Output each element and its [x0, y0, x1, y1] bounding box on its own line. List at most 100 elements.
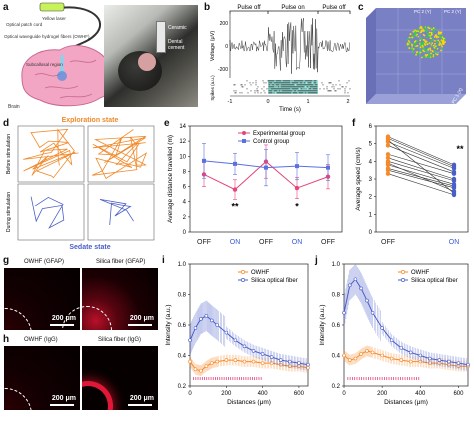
- cluster-point: [428, 31, 431, 34]
- spike-raster: [233, 80, 351, 94]
- data-point: [233, 358, 238, 362]
- cluster-point: [412, 30, 415, 33]
- ytick-label: 0.2: [178, 384, 187, 390]
- panel-a: Yellow laser Optical patch cord Optical …: [0, 0, 200, 115]
- off-point: [385, 155, 391, 160]
- ytick-label: 10: [179, 154, 186, 160]
- cluster-points: [406, 25, 447, 59]
- cluster-point: [431, 50, 434, 52]
- xlabel-time: Time (s): [279, 107, 301, 113]
- cluster-point: [423, 48, 426, 51]
- cluster-point: [436, 41, 439, 43]
- cluster-point: [419, 51, 422, 54]
- cluster-point: [436, 47, 439, 50]
- panel-label-j: j: [315, 255, 318, 266]
- cluster-point: [434, 34, 437, 37]
- ytick-label: 4: [183, 200, 187, 206]
- on-point: [451, 185, 457, 191]
- cluster-point: [434, 39, 436, 42]
- data-point: [224, 358, 229, 362]
- cluster-point: [430, 45, 433, 48]
- cluster-point: [417, 52, 420, 54]
- ytick-label: 0.4: [332, 354, 341, 360]
- data-point: [242, 344, 247, 349]
- implant-post: [156, 21, 166, 53]
- xtick-label: 200: [221, 391, 232, 397]
- panel-label-c: c: [358, 2, 364, 13]
- cluster-point: [416, 47, 419, 50]
- data-point: [297, 361, 301, 365]
- cluster-point: [420, 26, 423, 29]
- voltage-trace: [229, 18, 350, 74]
- pair-line: [387, 145, 455, 173]
- panel-label-i: i: [162, 255, 165, 266]
- pair-line: [387, 138, 455, 167]
- ytick-top-2: -200: [218, 67, 228, 73]
- cluster-point: [419, 39, 422, 42]
- scale-h-right: 200 μm: [129, 395, 154, 402]
- data-point: [399, 358, 404, 362]
- ytick-top-1: 0: [225, 44, 228, 50]
- xtick-b-3: 2: [346, 99, 349, 105]
- cluster-point: [421, 56, 423, 59]
- ytick-label: 0.2: [332, 384, 341, 390]
- cluster-point: [419, 31, 422, 34]
- trajectory-2: [92, 129, 148, 179]
- cluster-point: [428, 56, 431, 59]
- ytick-label: 0: [369, 230, 373, 236]
- panel-d-plot: Exploration state Sedate state Before st…: [6, 117, 155, 251]
- cluster-point: [407, 44, 410, 47]
- xtick-b-2: 1: [306, 99, 309, 105]
- cluster-point: [423, 29, 425, 32]
- xtick-label: ON: [449, 239, 460, 246]
- pair-line: [387, 141, 455, 169]
- cluster-point: [422, 42, 425, 45]
- panel-b: Pulse off Pulse on Pulse off 200 0 -200 …: [200, 0, 356, 115]
- data-point: [342, 353, 346, 358]
- panel-b-plot: Pulse off Pulse on Pulse off 200 0 -200 …: [210, 5, 351, 113]
- cluster-point: [431, 42, 434, 45]
- cluster-point: [419, 49, 422, 52]
- ytick-label: 2: [183, 215, 187, 221]
- significance-mark: **: [231, 201, 239, 211]
- trajectory-1: [23, 128, 79, 179]
- significance-mark: *: [295, 201, 299, 211]
- panel-f-chart: 0 1 2 3 4 5 6 Average speed (cm/s) OFF ON **: [355, 124, 469, 246]
- legend-marker: [241, 270, 245, 274]
- data-point: [215, 323, 220, 327]
- cluster-point: [433, 55, 436, 57]
- ytick-label: 6: [369, 124, 373, 130]
- off-point: [385, 160, 391, 166]
- cluster-point: [420, 38, 423, 41]
- xtick-label: 400: [415, 391, 426, 397]
- xtick-label: 600: [294, 391, 305, 397]
- off-point: [385, 167, 391, 173]
- ytick-label: 6: [183, 185, 187, 191]
- cluster-point: [440, 35, 443, 38]
- cluster-point: [437, 31, 440, 33]
- cluster-point: [424, 56, 426, 58]
- cluster-point: [415, 53, 417, 56]
- data-point: [389, 356, 394, 361]
- panel-j: 0.2 0.4 0.6 0.8 1.0 0 200 400 600 Distances (μm) I…: [314, 256, 474, 414]
- cluster-point: [425, 40, 428, 43]
- on-point: [451, 166, 457, 171]
- data-point: [353, 277, 358, 282]
- xlabel: Distances (μm): [227, 399, 271, 406]
- ytick-label: 0.6: [332, 323, 341, 329]
- cluster-point: [423, 26, 426, 29]
- micro-g-right: 200 μm: [62, 268, 158, 356]
- ytick-top-0: 200: [220, 21, 229, 27]
- ytick-label: 1: [369, 212, 373, 218]
- cluster-point: [414, 31, 417, 34]
- legend-marker: [242, 139, 246, 143]
- data-point: [428, 356, 432, 361]
- data-point: [408, 350, 413, 355]
- arena-2: [87, 125, 155, 183]
- xtick-label: 200: [377, 391, 388, 397]
- data-point: [204, 364, 209, 368]
- legend-label: Silica optical fiber: [251, 278, 298, 284]
- data-point: [408, 359, 413, 364]
- xtick-b-0: -1: [228, 99, 233, 105]
- data-point: [365, 298, 369, 303]
